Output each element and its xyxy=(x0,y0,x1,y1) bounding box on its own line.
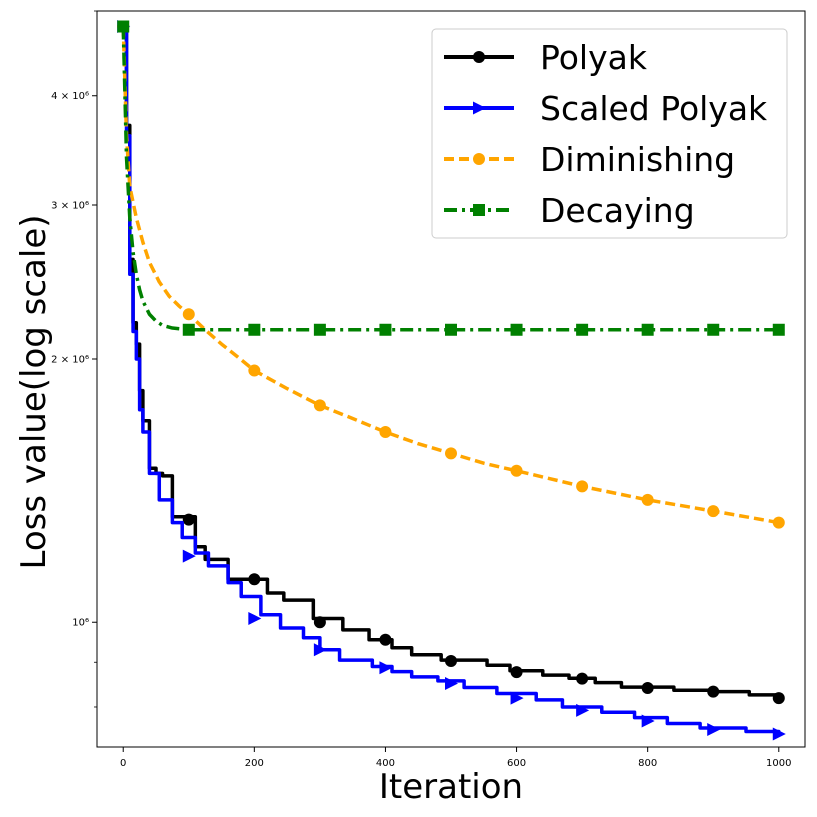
series-layer xyxy=(117,20,786,741)
marker-diminishing-3 xyxy=(313,399,326,412)
marker-decaying-7 xyxy=(576,323,589,336)
marker-diminishing-8 xyxy=(641,493,654,506)
marker-decaying-8 xyxy=(641,323,654,336)
marker-scaled-polyak-9 xyxy=(707,722,721,736)
marker-scaled-polyak-4 xyxy=(379,661,393,675)
marker-scaled-polyak-7 xyxy=(576,703,590,717)
plot-frame xyxy=(96,10,806,748)
marker-scaled-polyak-8 xyxy=(641,714,655,728)
marker-scaled-polyak-1 xyxy=(182,549,196,563)
y-axis-label: Loss value(log scale) xyxy=(14,214,54,569)
marker-polyak-10 xyxy=(772,692,785,705)
x-tick-label-600: 600 xyxy=(507,758,526,769)
x-tick-label-0: 0 xyxy=(120,758,126,769)
legend-marker-diminishing xyxy=(473,153,485,165)
marker-polyak-8 xyxy=(641,682,654,695)
legend-marker-scaled-polyak xyxy=(473,101,486,115)
y-tick-label-4000000: 4 × 10⁶ xyxy=(51,91,89,102)
marker-diminishing-7 xyxy=(576,480,589,493)
marker-diminishing-5 xyxy=(445,447,457,460)
legend-label-decaying: Decaying xyxy=(540,191,695,230)
x-tick-label-400: 400 xyxy=(376,758,395,769)
marker-diminishing-6 xyxy=(510,464,523,477)
marker-decaying-4 xyxy=(379,323,392,336)
marker-decaying-6 xyxy=(510,323,523,336)
marker-scaled-polyak-3 xyxy=(313,643,327,657)
marker-decaying-10 xyxy=(772,323,785,336)
legend-label-polyak: Polyak xyxy=(540,38,648,77)
marker-scaled-polyak-5 xyxy=(445,677,458,691)
marker-diminishing-1 xyxy=(182,308,195,321)
legend-marker-polyak xyxy=(473,51,485,63)
series-line-scaled-polyak xyxy=(123,24,781,735)
legend-marker-decaying xyxy=(473,204,485,216)
marker-polyak-5 xyxy=(445,654,457,667)
marker-diminishing-2 xyxy=(248,364,261,377)
x-axis-label: Iteration xyxy=(379,767,523,807)
marker-polyak-1 xyxy=(182,513,195,526)
y-tick-label-3000000: 3 × 10⁶ xyxy=(51,201,89,212)
marker-diminishing-4 xyxy=(379,426,392,439)
y-tick-label-2000000: 2 × 10⁶ xyxy=(51,354,89,365)
marker-polyak-2 xyxy=(248,573,261,586)
marker-decaying-1 xyxy=(182,323,195,336)
marker-decaying-0 xyxy=(117,20,130,33)
axes-layer: 0 200 400 600 800 1000 10⁶ 2 × 10⁶ 3 × 10⁶ 4 × 10… xyxy=(51,10,792,769)
legend: Polyak Scaled Polyak Diminishing Decaying xyxy=(431,28,788,239)
marker-diminishing-9 xyxy=(707,505,720,518)
marker-polyak-4 xyxy=(379,633,392,646)
marker-polyak-3 xyxy=(313,616,326,629)
marker-scaled-polyak-10 xyxy=(772,727,786,741)
legend-label-scaled-polyak: Scaled Polyak xyxy=(540,89,768,128)
legend-box xyxy=(431,28,788,239)
series-line-decaying xyxy=(121,26,779,332)
x-tick-label-200: 200 xyxy=(245,758,264,769)
y-tick-label-1000000: 10⁶ xyxy=(72,618,89,629)
x-tick-label-1000: 1000 xyxy=(766,758,791,769)
marker-decaying-2 xyxy=(248,323,261,336)
marker-scaled-polyak-6 xyxy=(510,691,524,705)
marker-polyak-6 xyxy=(510,666,523,679)
x-tick-label-800: 800 xyxy=(638,758,657,769)
marker-polyak-9 xyxy=(707,685,720,698)
marker-scaled-polyak-2 xyxy=(248,611,262,625)
marker-diminishing-10 xyxy=(772,516,785,529)
marker-polyak-7 xyxy=(576,672,589,685)
marker-decaying-5 xyxy=(445,323,457,336)
marker-decaying-3 xyxy=(313,323,326,336)
legend-label-diminishing: Diminishing xyxy=(540,140,735,179)
marker-decaying-9 xyxy=(707,323,720,336)
